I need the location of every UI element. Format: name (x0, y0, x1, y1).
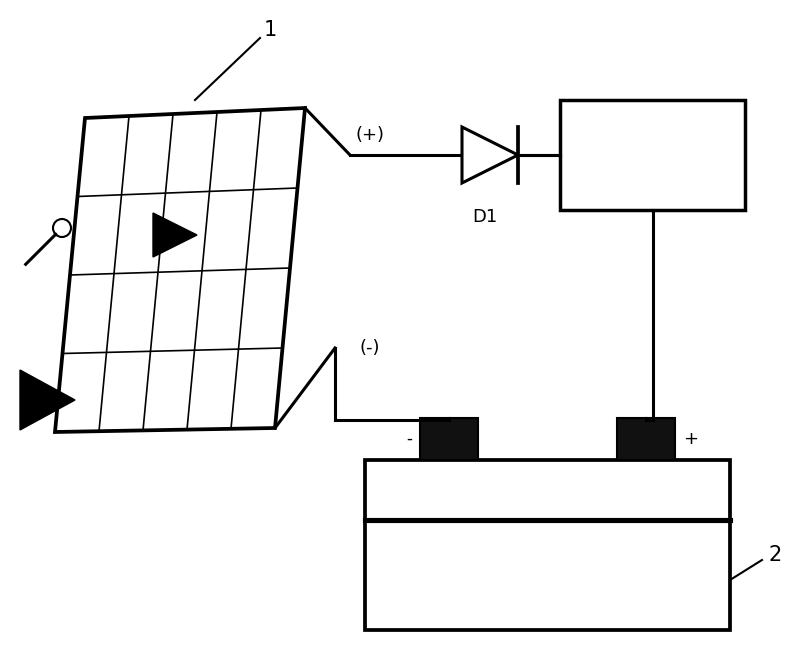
Bar (617, 418, 675, 460)
Bar (420, 418, 478, 460)
Text: +: + (683, 430, 698, 448)
Text: D1: D1 (472, 208, 498, 226)
Polygon shape (20, 370, 75, 430)
Text: 1: 1 (263, 20, 277, 40)
Polygon shape (153, 213, 197, 257)
Bar (560, 100, 745, 210)
Text: (-): (-) (360, 339, 380, 357)
Text: (+): (+) (355, 126, 385, 144)
Text: 2: 2 (768, 545, 782, 565)
Bar (365, 460, 730, 630)
Text: -: - (406, 430, 412, 448)
